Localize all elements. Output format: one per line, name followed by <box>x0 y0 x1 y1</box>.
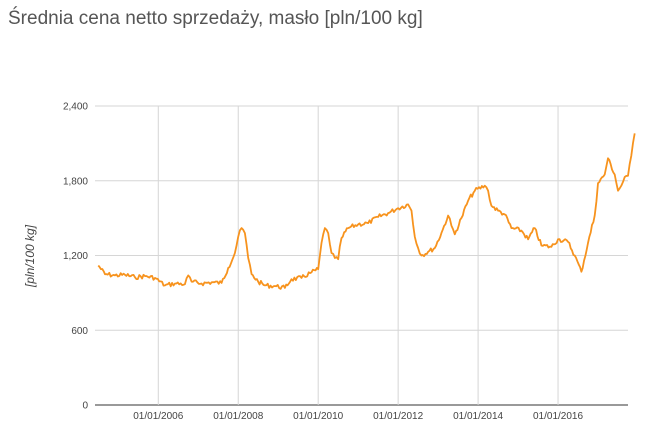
x-tick-label: 01/01/2006 <box>133 411 183 422</box>
x-tick-label: 01/01/2012 <box>373 411 423 422</box>
y-tick-label: 2,400 <box>63 102 88 113</box>
grid <box>95 105 628 406</box>
series-line <box>97 133 636 290</box>
y-tick-label: 0 <box>82 401 88 412</box>
y-tick-label: 1,200 <box>63 251 88 262</box>
y-tick-label: 1,800 <box>63 176 88 187</box>
x-tick-label: 01/01/2016 <box>533 411 583 422</box>
x-tick-label: 01/01/2010 <box>293 411 343 422</box>
x-tick-label: 01/01/2008 <box>213 411 263 422</box>
x-tick-label: 01/01/2014 <box>453 411 503 422</box>
y-tick-label: 600 <box>71 326 88 337</box>
chart-title: Średnia cena netto sprzedaży, masło [pln… <box>8 8 423 29</box>
axes: 0 600 1,200 1,800 2,400 01/01/2006 01/01/2008 0… <box>63 102 584 423</box>
series-layer <box>97 133 636 290</box>
y-axis-label: [pln/100 kg] <box>23 224 37 288</box>
